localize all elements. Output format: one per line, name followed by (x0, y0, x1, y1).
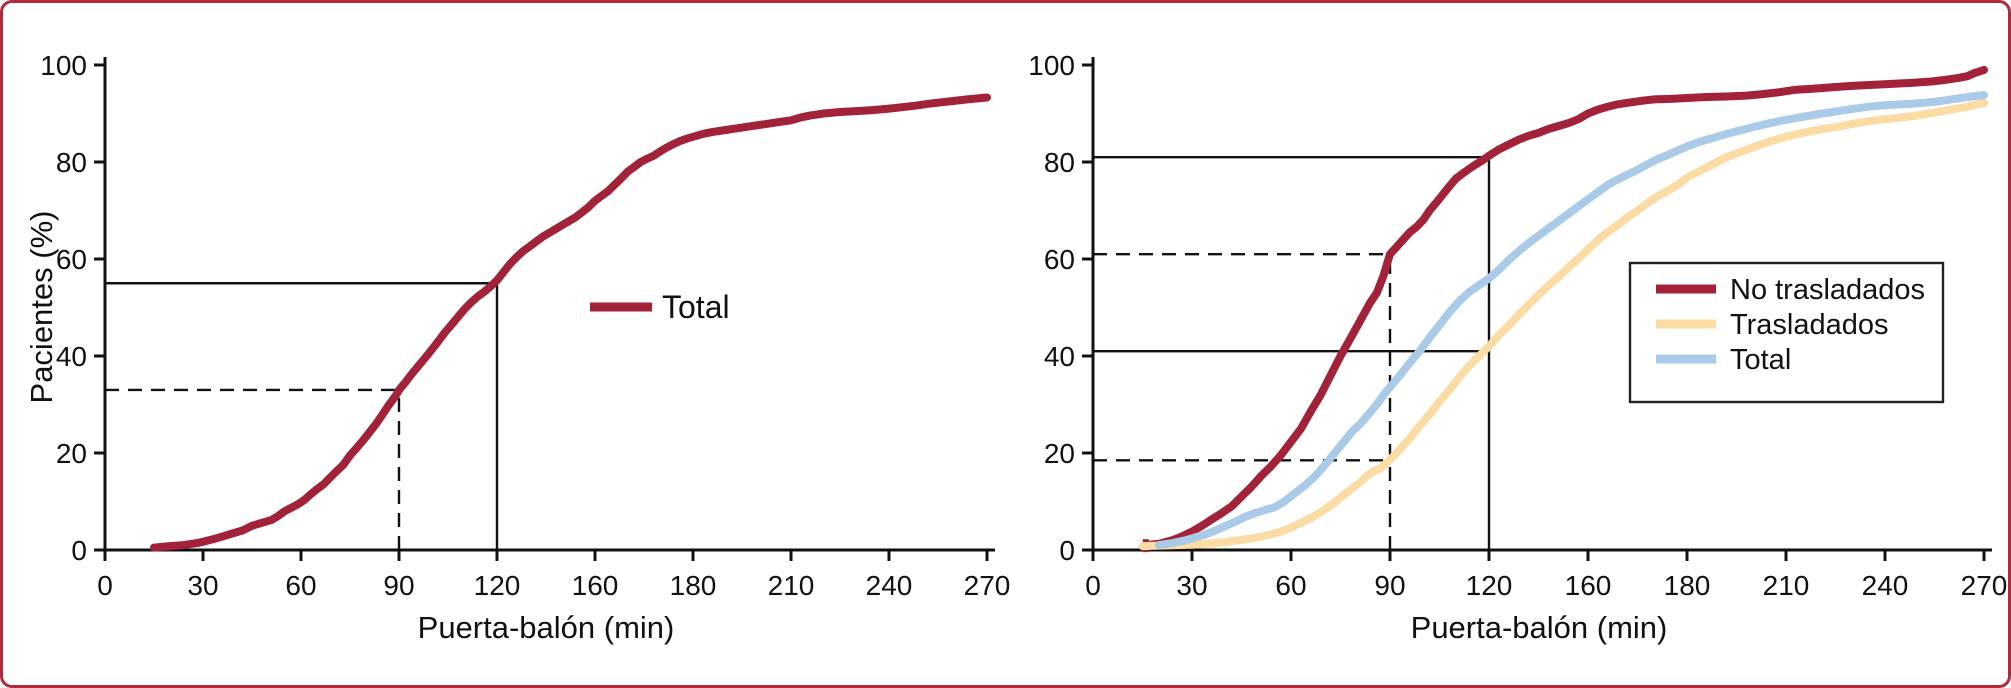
y-tick-label-right: 80 (1044, 147, 1075, 178)
x-tick-label-right: 180 (1664, 570, 1711, 601)
y-tick-label-left: 20 (56, 438, 87, 469)
x-tick-label-left: 180 (670, 570, 717, 601)
x-tick-label-left: 270 (964, 570, 1011, 601)
x-tick-label-left: 0 (97, 570, 113, 601)
x-tick-label-left: 240 (866, 570, 913, 601)
x-axis-label-left: Puerta-balón (min) (418, 610, 675, 645)
curve-total-left (150, 93, 991, 552)
y-axis-label-left: Pacientes (%) (24, 211, 59, 404)
curve-total-right (1155, 91, 1988, 550)
y-tick-label-right: 20 (1044, 438, 1075, 469)
x-tick-label-left: 120 (474, 570, 521, 601)
legend-label-right: Trasladados (1730, 309, 1889, 341)
x-tick-label-right: 160 (1565, 570, 1612, 601)
x-tick-label-right: 0 (1085, 570, 1101, 601)
y-tick-label-right: 40 (1044, 341, 1075, 372)
legend-label-right: No trasladados (1730, 274, 1925, 306)
y-tick-label-right: 100 (1028, 50, 1075, 81)
x-tick-label-right: 240 (1862, 570, 1909, 601)
y-tick-label-left: 40 (56, 341, 87, 372)
x-tick-label-left: 160 (572, 570, 619, 601)
y-tick-label-right: 0 (1059, 535, 1075, 566)
curve-no-trasladados-right (1141, 65, 1988, 550)
curve-trasladados-right (1138, 98, 1988, 551)
x-tick-label-left: 30 (187, 570, 218, 601)
y-tick-label-left: 60 (56, 244, 87, 275)
x-tick-label-left: 60 (285, 570, 316, 601)
x-axis-label-right: Puerta-balón (min) (1411, 610, 1668, 645)
legend-label-right: Total (1730, 344, 1791, 376)
y-tick-label-right: 60 (1044, 244, 1075, 275)
y-tick-label-left: 0 (71, 535, 87, 566)
x-tick-label-right: 270 (1961, 570, 2008, 601)
legend-label-left: Total (662, 289, 730, 325)
x-tick-label-right: 90 (1374, 570, 1405, 601)
x-tick-label-right: 120 (1466, 570, 1513, 601)
x-tick-label-left: 90 (383, 570, 414, 601)
x-tick-label-left: 210 (768, 570, 815, 601)
y-tick-label-left: 80 (56, 147, 87, 178)
y-tick-label-left: 100 (40, 50, 87, 81)
x-tick-label-right: 60 (1275, 570, 1306, 601)
x-tick-label-right: 30 (1176, 570, 1207, 601)
x-tick-label-right: 210 (1763, 570, 1810, 601)
